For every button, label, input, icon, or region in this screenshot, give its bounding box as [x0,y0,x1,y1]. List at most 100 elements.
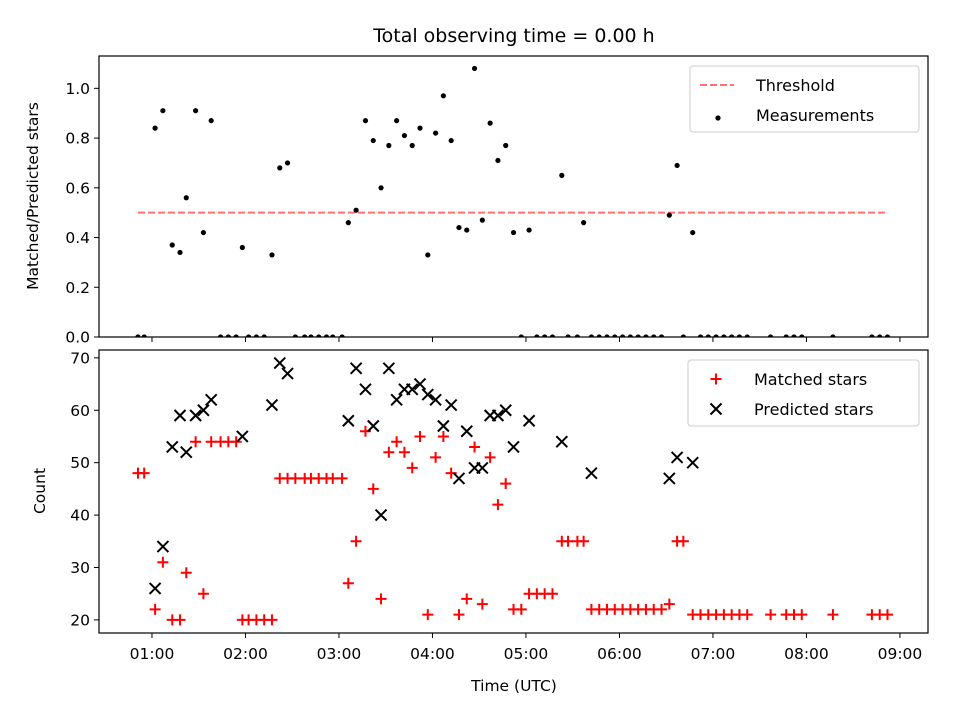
measurement-point [518,334,524,337]
matched-star-point [461,593,473,605]
measurement-point [542,334,548,337]
matched-star-point [562,535,574,547]
measurement-point [791,334,797,337]
predicted-star-point [555,435,569,448]
matched-star-point [677,535,689,547]
measurement-point [440,93,446,99]
predicted-star-point [522,414,536,427]
legend-label: Measurements [756,106,874,125]
measurement-point [510,229,517,236]
measurement-point [448,137,454,144]
legend-box [687,359,920,427]
measurement-point [565,334,571,337]
measurement-point [674,162,680,169]
measurement-point [729,334,735,337]
y-tick-label: 30 [70,559,90,577]
measurement-point [200,229,207,236]
predicted-star-point [452,472,466,485]
predicted-star-point [382,362,396,375]
legend-box [689,65,920,133]
matched-star-point [484,451,496,463]
measurement-point [736,334,743,337]
measurement-point [284,160,291,166]
matched-star-point [190,436,202,448]
measurement-point [768,334,774,337]
matched-star-point [476,598,488,610]
predicted-star-point [180,445,193,459]
predicted-star-point [406,383,419,396]
matched-star-point [500,478,512,490]
measurement-point [245,334,252,337]
predicted-star-point [460,425,473,438]
x-tick-label: 08:00 [784,645,829,663]
measurement-point [559,172,565,178]
x-tick-label: 09:00 [878,645,923,663]
measurement-point [503,142,509,149]
matched-star-point [741,609,753,621]
y-tick-label: 20 [70,611,90,629]
legend-predicted-swatch [709,402,723,416]
measurement-point [697,334,704,337]
y-tick-label: 40 [70,507,90,525]
plot-area [135,65,891,337]
predicted-star-point [156,540,170,553]
matched-star-point [327,472,339,484]
measurement-point [581,220,587,226]
measurement-point [339,334,345,337]
y-axis-label: Count [31,468,49,514]
measurement-point [378,185,384,191]
matched-star-point [765,609,777,621]
measurement-point [680,334,686,337]
matched-star-point [656,603,668,615]
matched-star-point [663,598,675,610]
measurement-point [193,108,199,114]
x-tick-label: 06:00 [597,645,642,663]
predicted-star-point [359,383,372,396]
measurement-point [233,334,239,337]
matched-star-point [492,499,504,511]
measurement-point [386,142,392,149]
measurement-point [713,334,719,337]
measurement-point [534,334,540,337]
predicted-star-point [491,409,505,422]
matched-star-point [174,614,186,626]
x-tick-label: 05:00 [504,645,549,663]
predicted-star-point [349,362,363,375]
matched-star-point [881,609,893,621]
predicted-star-point [585,466,598,480]
y-tick-label: 60 [70,402,90,420]
matched-star-point [546,588,558,600]
measurement-point [253,334,259,337]
predicted-star-point [437,419,450,433]
legend: Matched stars Predicted stars [687,359,920,427]
x-tick-label: 02:00 [223,645,268,663]
measurement-point [877,334,883,337]
matched-star-point [149,603,161,615]
matched-star-point [515,603,527,615]
matched-star-point [289,472,301,484]
measurement-point [316,334,322,337]
predicted-star-point [236,430,249,443]
matched-star-point [342,577,354,589]
predicted-star-point [204,393,218,406]
measurement-point [217,334,224,337]
matched-star-point [383,446,395,458]
predicted-star-point [148,582,162,595]
measurement-point [574,334,580,337]
predicted-star-point [273,356,286,370]
measurement-point [588,334,595,337]
legend-label: Predicted stars [754,400,874,419]
legend: Threshold Measurements [689,65,920,133]
measurement-point [353,207,359,213]
measurement-point [394,118,400,124]
measurement-point [208,118,214,124]
predicted-star-point [166,440,179,454]
measurement-point [619,334,626,337]
measurement-point [345,220,351,226]
measurement-point [744,334,750,337]
predicted-star-point [429,393,442,406]
matched-star-point [578,535,590,547]
matched-star-point [157,556,169,568]
measurement-point [884,334,891,337]
